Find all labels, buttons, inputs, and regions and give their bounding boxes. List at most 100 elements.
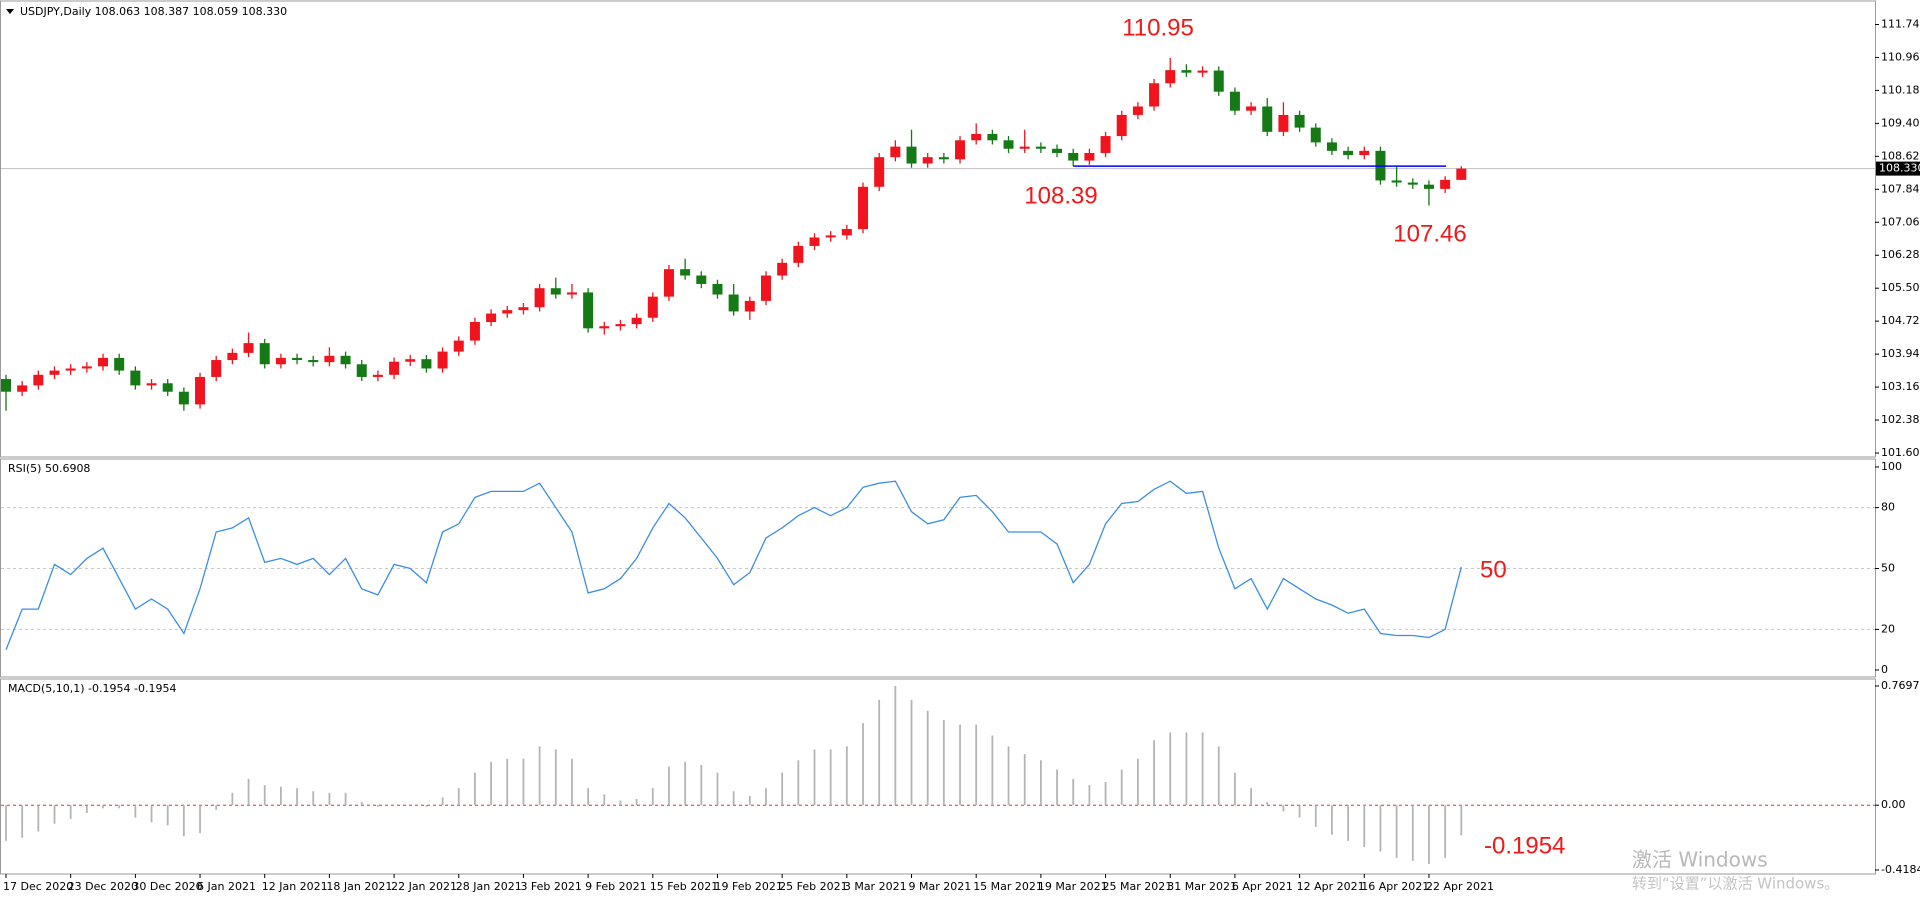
y-tick-label: 105.500 [1881, 281, 1920, 294]
y-tick-label: 102.380 [1881, 413, 1920, 426]
candle-body [955, 140, 966, 160]
x-tick-label: 19 Mar 2021 [1038, 880, 1108, 893]
candle-body [874, 157, 885, 187]
pane-frame [0, 678, 1876, 875]
candle-body [631, 317, 642, 325]
x-tick-label: 3 Feb 2021 [520, 880, 581, 893]
candle-body [81, 366, 92, 369]
candle-body [987, 133, 998, 141]
candle-body [744, 300, 755, 312]
candle-body [583, 292, 594, 329]
x-tick-label: 18 Jan 2021 [326, 880, 392, 893]
x-tick-label: 17 Dec 2020 [3, 880, 73, 893]
candle-body [1326, 142, 1337, 151]
y-tick-label: 106.280 [1881, 248, 1920, 261]
candle-body [195, 376, 206, 405]
candle-body [227, 352, 238, 361]
candle-body [1391, 180, 1402, 183]
candle-body [1068, 152, 1079, 161]
x-tick-label: 12 Jan 2021 [262, 880, 328, 893]
x-tick-label: 6 Apr 2021 [1232, 880, 1293, 893]
candle-body [275, 357, 286, 365]
candle-body [1052, 148, 1063, 153]
x-tick-label: 15 Feb 2021 [650, 880, 718, 893]
x-tick-label: 22 Apr 2021 [1426, 880, 1494, 893]
candle-body [130, 370, 141, 386]
candle-body [760, 275, 771, 301]
watermark-text: 转到“设置”以激活 Windows。 [1632, 875, 1839, 893]
candle-body [906, 146, 917, 164]
candle-body [599, 326, 610, 329]
candle-body [809, 237, 820, 246]
candle-body [663, 269, 674, 297]
candle-body [49, 370, 60, 375]
candle-body [1149, 83, 1160, 107]
x-tick-label: 25 Feb 2021 [779, 880, 847, 893]
candle-body [696, 275, 707, 284]
candle-body [437, 351, 448, 369]
macd-annotation: -0.1954 [1484, 832, 1565, 859]
candle-body [550, 288, 561, 295]
candle-body [356, 364, 367, 377]
macd-pane-title: MACD(5,10,1) -0.1954 -0.1954 [8, 682, 176, 695]
candle-body [502, 310, 513, 314]
candle-body [146, 383, 157, 386]
candle-body [1407, 182, 1418, 185]
candle-body [65, 368, 76, 371]
price-annotation: 108.39 [1024, 182, 1097, 209]
candle-body [534, 288, 545, 308]
y-tick-label: 108.620 [1881, 149, 1920, 162]
candle-body [259, 343, 270, 365]
y-tick-label: 50 [1881, 562, 1895, 575]
candle-body [453, 340, 464, 352]
y-tick-label: 100 [1881, 460, 1902, 473]
x-tick-label: 6 Jan 2021 [197, 880, 256, 893]
y-tick-label: 103.160 [1881, 380, 1920, 393]
price-annotation: 107.46 [1393, 220, 1466, 247]
candle-body [890, 146, 901, 158]
x-tick-label: 9 Mar 2021 [909, 880, 972, 893]
candle-body [1456, 168, 1467, 180]
candle-body [178, 391, 189, 405]
y-tick-label: 107.060 [1881, 215, 1920, 228]
candle-body [1278, 114, 1289, 132]
y-tick-label: 20 [1881, 622, 1895, 635]
rsi-pane-title: RSI(5) 50.6908 [8, 462, 90, 475]
y-tick-label: 0 [1881, 663, 1888, 676]
candle-body [1246, 106, 1257, 111]
y-tick-label: 107.840 [1881, 182, 1920, 195]
last-price-label: 108.330 [1879, 162, 1920, 175]
x-tick-label: 16 Apr 2021 [1361, 880, 1429, 893]
candle-body [647, 296, 658, 318]
y-tick-label: 110.960 [1881, 50, 1920, 63]
y-tick-label: 0.7697 [1881, 679, 1920, 692]
candle-body [922, 157, 933, 164]
candle-body [1197, 70, 1208, 73]
candle-body [308, 360, 319, 363]
candle-body [33, 374, 44, 386]
candle-body [1343, 150, 1354, 156]
candle-body [17, 385, 28, 392]
candle-body [938, 157, 949, 160]
candle-body [1229, 91, 1240, 111]
candle-body [1359, 150, 1370, 156]
candle-body [1310, 127, 1321, 143]
candle-body [1423, 184, 1434, 189]
candle-body [340, 355, 351, 365]
candle-body [841, 229, 852, 236]
x-tick-label: 22 Jan 2021 [391, 880, 457, 893]
menu-triangle[interactable] [6, 9, 14, 14]
price-pane-title: USDJPY,Daily 108.063 108.387 108.059 108… [20, 5, 287, 18]
candle-body [486, 313, 497, 322]
y-tick-label: 0.00 [1881, 798, 1906, 811]
y-tick-label: 103.940 [1881, 347, 1920, 360]
candle-body [405, 359, 416, 362]
x-tick-label: 9 Feb 2021 [585, 880, 646, 893]
candle-body [292, 357, 303, 361]
x-tick-label: 31 Mar 2021 [1167, 880, 1237, 893]
candle-body [114, 357, 125, 371]
y-tick-label: 110.180 [1881, 83, 1920, 96]
x-tick-label: 23 Dec 2020 [68, 880, 138, 893]
